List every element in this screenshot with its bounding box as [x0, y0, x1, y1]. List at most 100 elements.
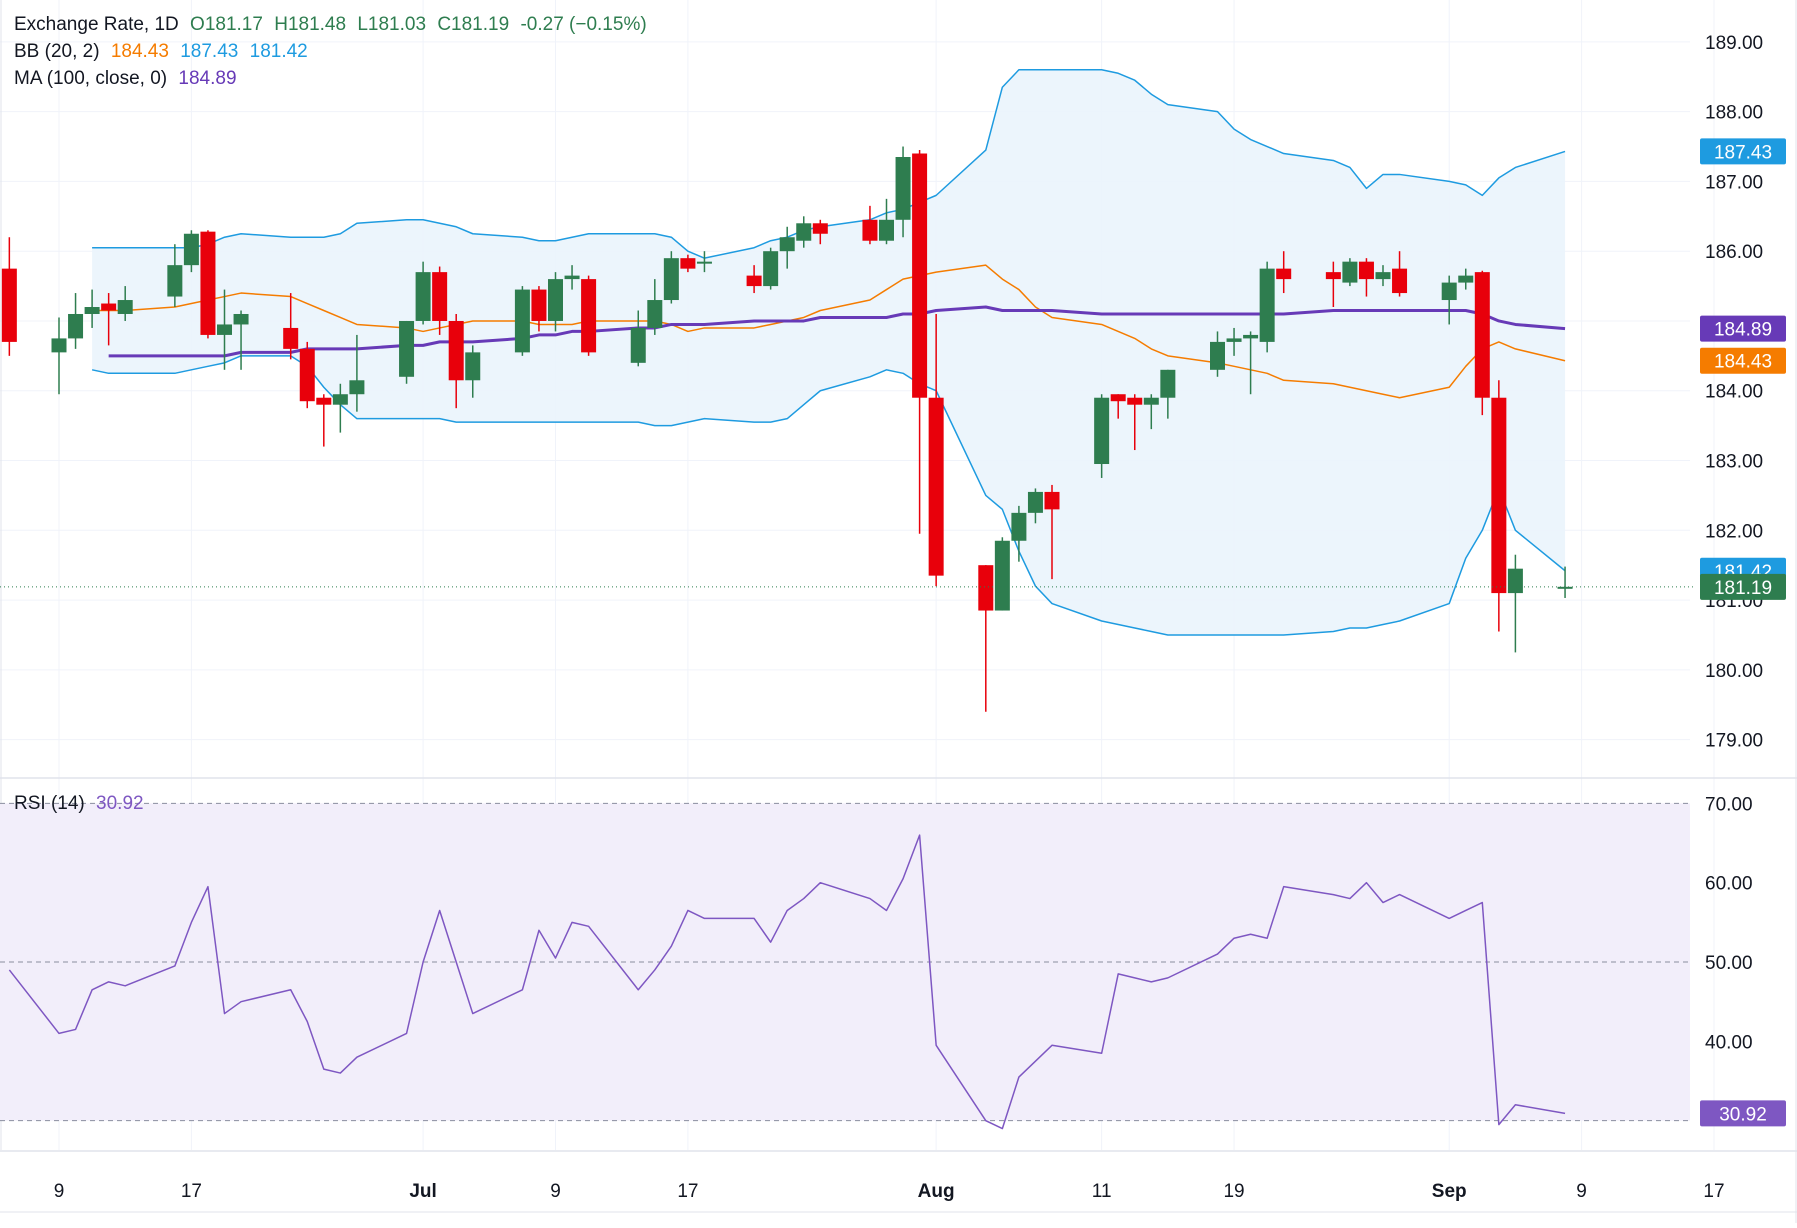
candle-body: [1375, 272, 1391, 280]
candle: [746, 265, 762, 294]
bb-upper-value: 187.43: [180, 41, 239, 62]
price-tick-label: 180.00: [1705, 661, 1763, 682]
candle-body: [548, 279, 563, 321]
candle-body: [84, 307, 100, 314]
candle: [696, 251, 712, 273]
candle: [399, 320, 415, 384]
candle-body: [1110, 394, 1126, 402]
candle: [1226, 327, 1242, 356]
candle-body: [316, 397, 332, 405]
candle: [862, 205, 878, 245]
candle-body: [531, 289, 547, 321]
price-badge-last-price: [1700, 573, 1786, 600]
rsi-legend[interactable]: RSI (14) 30.92: [14, 793, 150, 815]
candle-body: [879, 219, 894, 241]
candle: [217, 289, 232, 370]
time-axis-label: 19: [1223, 1181, 1244, 1202]
price-tick-label: 179.00: [1705, 731, 1763, 752]
price-badge-bb-upper-label: 187.43: [1714, 142, 1772, 163]
candle-body: [1259, 268, 1275, 342]
candle: [316, 394, 332, 447]
time-axis-label: Jul: [409, 1181, 436, 1202]
candle-body: [796, 223, 812, 241]
time-axis-label: 9: [550, 1181, 561, 1202]
candle: [283, 293, 299, 360]
rsi-legend-value: 30.92: [96, 793, 144, 814]
bb-fill: [92, 69, 1566, 635]
candle: [183, 230, 199, 273]
candle: [1160, 369, 1176, 419]
candle-body: [696, 261, 712, 264]
candle-body: [1507, 568, 1523, 594]
rsi-tick-label: 60.00: [1705, 874, 1753, 895]
bb-legend[interactable]: BB (20, 2) 184.43 187.43 181.42: [14, 41, 314, 63]
candle: [415, 261, 431, 325]
rsi-label: RSI (14): [14, 793, 85, 814]
price-tick-label: 189.00: [1705, 33, 1763, 54]
candle-body: [1342, 261, 1358, 283]
candle: [1243, 331, 1259, 395]
candle-body: [746, 275, 762, 287]
candle: [1491, 380, 1507, 632]
candle: [1143, 394, 1159, 430]
candle: [895, 146, 911, 238]
ma-legend[interactable]: MA (100, close, 0) 184.89: [14, 68, 243, 90]
candle-body: [1243, 334, 1259, 339]
candle-body: [1491, 397, 1507, 594]
candle-body: [448, 320, 464, 381]
candle: [912, 150, 928, 534]
candle: [101, 293, 117, 346]
bb-lower-value: 181.42: [249, 41, 308, 62]
bb-label: BB (20, 2): [14, 41, 100, 62]
time-axis-label: 9: [54, 1181, 65, 1202]
price-tick-label: 187.00: [1705, 172, 1763, 193]
time-axis-label: 17: [677, 1181, 698, 1202]
candle-body: [1276, 268, 1292, 280]
candle-body: [647, 300, 663, 328]
candle-body: [1094, 397, 1110, 465]
candle-body: [332, 394, 348, 405]
candle: [1342, 258, 1358, 287]
candle-body: [1474, 272, 1490, 398]
candle: [1325, 261, 1341, 308]
candle-body: [928, 397, 944, 576]
candle: [68, 293, 84, 349]
candle: [84, 289, 100, 328]
candle-body: [1441, 282, 1457, 301]
rsi-line: [8, 834, 1566, 1130]
candle: [812, 219, 828, 245]
candle-body: [1210, 341, 1225, 370]
time-axis-label: Aug: [918, 1181, 955, 1202]
candle-body: [1011, 512, 1027, 541]
candle-body: [1358, 261, 1374, 280]
candle: [332, 383, 348, 433]
candle: [514, 286, 530, 356]
candle-body: [895, 156, 911, 220]
candle-body: [581, 279, 597, 353]
candle: [51, 317, 67, 395]
candle: [1441, 275, 1457, 325]
candle: [1392, 251, 1408, 297]
candle: [1127, 394, 1143, 451]
candle-body: [283, 327, 299, 349]
candle: [1110, 394, 1126, 419]
candle-body: [663, 258, 679, 301]
time-axis-label: 11: [1092, 1181, 1112, 1202]
time-axis-label: 17: [181, 1181, 202, 1202]
price-badge-bb-basis: [1700, 347, 1786, 374]
candle: [630, 310, 646, 367]
candle-body: [183, 233, 199, 266]
candle: [796, 216, 812, 248]
rsi-value-badge: [1700, 1100, 1786, 1127]
price-tick-label: 184.00: [1705, 382, 1763, 403]
candle: [663, 251, 679, 304]
price-tick-label: 183.00: [1705, 452, 1763, 473]
candle-body: [415, 272, 431, 321]
candle: [1259, 261, 1275, 353]
candle-body: [233, 313, 249, 325]
symbol-label: Exchange Rate, 1D: [14, 14, 179, 35]
candle: [1358, 258, 1374, 297]
bb-basis-line: [92, 264, 1566, 399]
candle-body: [1127, 397, 1143, 405]
